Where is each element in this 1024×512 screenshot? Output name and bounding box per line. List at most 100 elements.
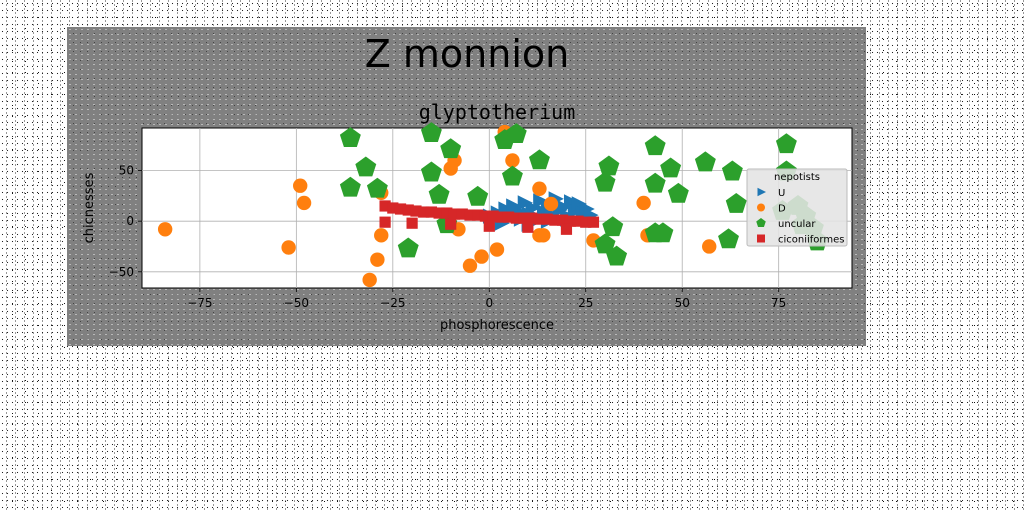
point-uncular [505,123,527,143]
point-ciconiiformes [425,206,438,218]
point-ciconiiformes [433,207,445,219]
point-ciconiiformes [556,214,569,226]
point-ciconiiformes [379,216,391,228]
point-uncular [598,155,620,176]
y-axis-ticks: −50 0 50 [109,164,142,279]
legend-box [746,168,848,247]
point-ciconiiformes [502,211,515,223]
point-uncular [339,176,361,197]
point-u [525,200,541,216]
point-uncular [775,133,797,154]
legend-marker-uncular [756,218,766,228]
y-tick-label: −50 [109,265,134,279]
point-ciconiiformes [495,211,507,223]
point-ciconiiformes [580,216,592,228]
point-d [536,228,551,243]
point-u [571,196,588,212]
point-uncular [718,228,739,249]
point-d [702,239,717,254]
point-uncular [694,151,716,172]
point-uncular [644,135,666,156]
point-uncular [644,172,666,193]
point-uncular [366,177,388,198]
point-ciconiiformes [418,206,430,218]
point-d [505,153,520,168]
point-ciconiiformes [510,212,522,224]
point-uncular [355,156,377,177]
point-d [489,242,505,257]
point-ciconiiformes [402,204,414,216]
point-d [532,181,547,196]
point-uncular [667,182,689,203]
x-tick-label: 50 [675,296,690,310]
x-tick-label: 25 [578,296,593,310]
point-d [157,222,173,237]
x-tick-label: 75 [771,296,786,310]
y-tick-label: 0 [126,214,134,228]
point-d [462,258,478,273]
point-uncular [660,157,682,178]
point-uncular [420,122,442,142]
point-ciconiiformes [441,207,453,219]
point-ciconiiformes [379,200,391,212]
x-tick-label: −50 [284,296,309,310]
point-ciconiiformes [456,208,468,220]
y-tick-label: 50 [119,164,134,178]
point-uncular [652,222,674,243]
point-ciconiiformes [522,221,534,233]
point-ciconiiformes [549,214,561,226]
point-ciconiiformes [464,209,476,221]
point-uncular [725,192,747,213]
legend-marker-ciconiiformes [757,234,765,243]
point-u [556,199,572,215]
x-axis-label: phosphorescence [440,318,554,333]
point-d [474,249,489,264]
point-u [567,203,584,219]
point-ciconiiformes [406,217,418,229]
point-uncular [420,161,442,182]
scatter-chart: Z monnion glyptotherium −75 −50 −25 0 25 50 75… [82,32,853,333]
point-uncular [397,237,419,258]
legend-label-uncular: uncular [778,219,816,230]
point-u [564,194,580,210]
point-ciconiiformes [541,213,553,225]
legend-marker-u [757,187,766,197]
point-ciconiiformes [483,220,495,232]
point-ciconiiformes [564,215,576,227]
legend-marker-d [757,203,765,212]
y-axis-label: chicnesses [82,172,97,243]
point-ciconiiformes [560,223,573,235]
x-axis-ticks: −75 −50 −25 0 25 50 75 [187,288,786,310]
point-uncular [528,149,550,170]
point-d [362,272,377,288]
point-d [370,252,385,267]
point-uncular [428,183,450,204]
legend-label-u: U [778,188,785,199]
point-ciconiiformes [410,205,422,217]
plot-area [141,127,853,289]
point-uncular [606,245,628,266]
point-ciconiiformes [394,203,407,215]
point-ciconiiformes [445,218,457,230]
point-ciconiiformes [479,210,492,222]
legend-label-d: D [778,204,786,215]
point-uncular [467,185,489,206]
point-ciconiiformes [533,213,546,225]
point-ciconiiformes [526,212,538,224]
x-tick-label: 0 [485,296,493,310]
point-uncular [594,171,616,192]
point-d [293,178,308,193]
point-ciconiiformes [518,212,530,224]
point-uncular [602,216,624,237]
point-ciconiiformes [448,208,461,220]
point-d [636,195,651,211]
point-d [543,196,559,212]
point-d [374,228,389,243]
point-ciconiiformes [587,216,600,228]
point-ciconiiformes [387,202,399,214]
point-uncular [594,233,616,254]
point-u [579,201,595,217]
chart-suptitle: Z monnion [365,32,569,76]
point-uncular [501,165,523,186]
